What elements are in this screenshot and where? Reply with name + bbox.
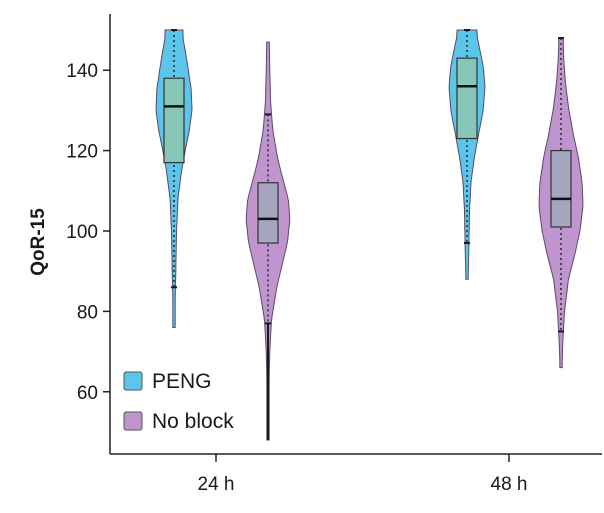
legend: PENG No block: [123, 370, 234, 433]
iqr-box: [550, 149, 572, 228]
violin-body: [155, 29, 193, 328]
iqr-box: [163, 77, 185, 164]
y-axis-title: QoR-15: [28, 208, 49, 276]
violin-no-block-48h: [538, 37, 584, 369]
y-tick-label: 120: [66, 142, 98, 163]
y-tick-label: 80: [77, 302, 98, 323]
iqr-box: [456, 57, 478, 140]
violin-no-block-24h: [245, 41, 291, 441]
legend-swatch-no-block: [123, 411, 143, 431]
plot-area: [155, 29, 584, 441]
iqr-box: [257, 182, 279, 244]
violin-peng-48h: [448, 29, 486, 280]
violin-peng-24h: [155, 29, 193, 328]
legend-label-peng: PENG: [152, 370, 212, 393]
x-tick-label: 48 h: [491, 474, 528, 495]
legend-label-no-block: No block: [152, 410, 234, 433]
y-tick-label: 100: [66, 222, 98, 243]
x-tick-label: 24 h: [198, 474, 235, 495]
y-tick-label: 60: [77, 383, 98, 404]
legend-swatch-peng: [123, 371, 143, 391]
axes: 60 80 100 120 140 24 h 48 h QoR-15: [28, 14, 602, 495]
y-tick-label: 140: [66, 61, 98, 82]
